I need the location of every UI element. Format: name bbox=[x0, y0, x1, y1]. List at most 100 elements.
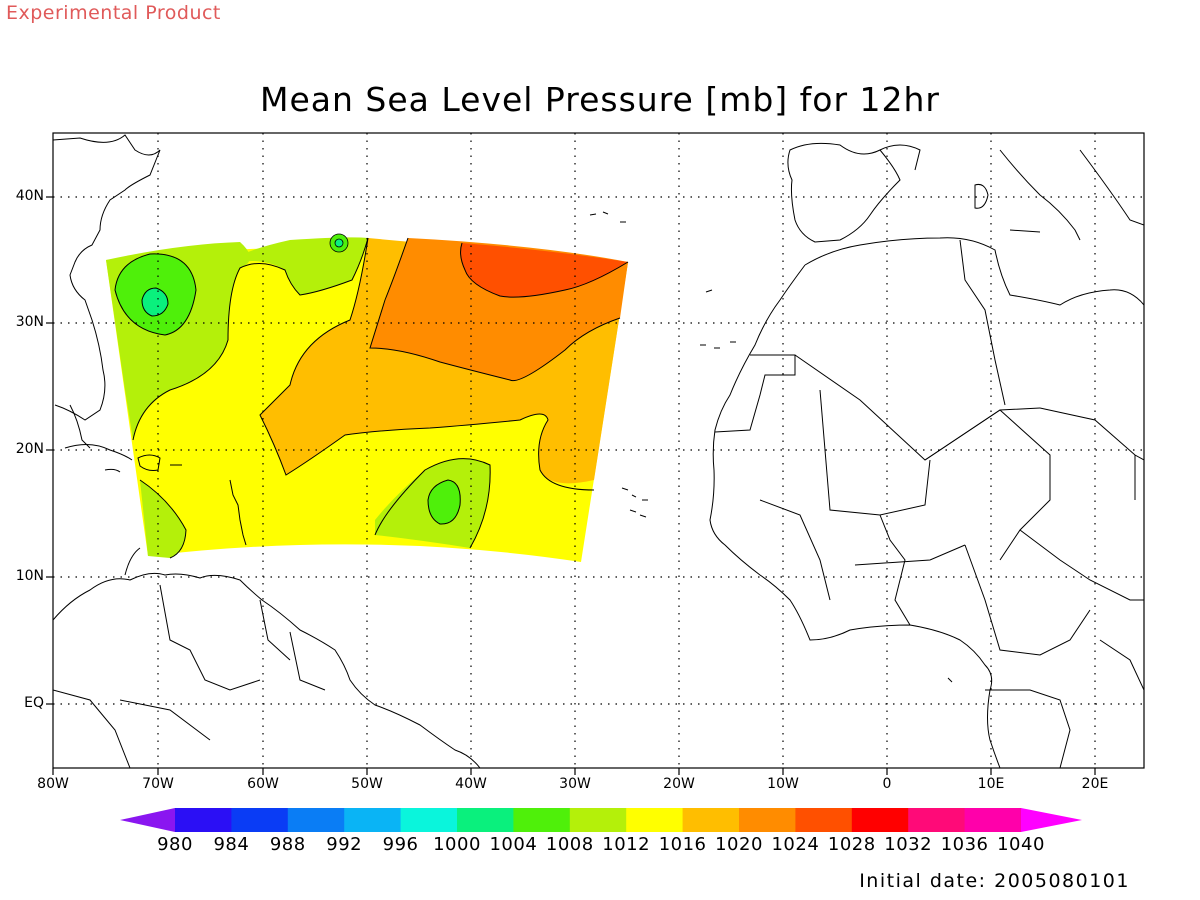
colorbar-label: 988 bbox=[269, 834, 306, 855]
lon-label-10e: 10E bbox=[977, 776, 1005, 792]
colorbar-label: 992 bbox=[326, 834, 363, 855]
border-africa-9 bbox=[1019, 529, 1144, 601]
border-sa-5 bbox=[119, 699, 211, 741]
colorbar-label: 1028 bbox=[827, 834, 876, 855]
coast-south-america bbox=[53, 572, 481, 768]
lon-label-40w: 40W bbox=[455, 776, 487, 792]
coast-sardinia bbox=[974, 184, 989, 209]
contour-1016 bbox=[259, 237, 595, 491]
colorbar-label: 980 bbox=[157, 834, 193, 855]
border-africa-5 bbox=[1039, 407, 1144, 461]
colorbar-label: 1004 bbox=[489, 834, 538, 855]
border-africa-6 bbox=[959, 239, 1006, 406]
coast-balkans bbox=[1079, 149, 1144, 226]
contour-1004-west bbox=[114, 253, 197, 336]
islands-lesser-antilles bbox=[229, 479, 247, 546]
colorbar-swatch bbox=[851, 808, 909, 832]
field-1008-1012-southwest bbox=[140, 480, 186, 558]
product-tag: Experimental Product bbox=[6, 2, 221, 24]
colorbar-swatch bbox=[739, 808, 796, 832]
border-africa-11 bbox=[964, 544, 1091, 656]
border-sa-4 bbox=[53, 689, 131, 768]
colorbar-label: 1032 bbox=[884, 834, 933, 855]
colorbar-swatch bbox=[626, 808, 684, 832]
field-1000-1004-low-core bbox=[142, 288, 168, 316]
border-africa-3 bbox=[819, 389, 931, 516]
colorbar-swatch bbox=[795, 808, 853, 832]
border-africa-8 bbox=[854, 544, 966, 566]
border-sa-1 bbox=[159, 584, 261, 691]
colorbar-swatch bbox=[287, 808, 345, 832]
colorbar-label: 1008 bbox=[545, 834, 594, 855]
contour-1020 bbox=[369, 237, 621, 382]
islands-gulf-guinea bbox=[947, 677, 953, 683]
border-africa-13 bbox=[1099, 639, 1144, 691]
coast-morocco bbox=[712, 264, 806, 471]
islands-azores bbox=[589, 211, 626, 223]
coast-north-africa bbox=[804, 237, 1144, 306]
coast-cuba bbox=[64, 444, 133, 461]
coast-france bbox=[879, 144, 921, 171]
lon-label-10w: 10W bbox=[767, 776, 799, 792]
colorbar-swatch bbox=[682, 808, 740, 832]
colorbar-swatch bbox=[569, 808, 627, 832]
colorbar-label: 984 bbox=[213, 834, 250, 855]
coast-hispaniola bbox=[137, 454, 161, 471]
colorbar-swatch bbox=[908, 808, 966, 832]
lon-label-50w: 50W bbox=[351, 776, 383, 792]
colorbar-swatch bbox=[457, 808, 514, 832]
colorbar-label: 996 bbox=[382, 834, 419, 855]
colorbar-swatch bbox=[964, 808, 1022, 832]
border-sa-3 bbox=[289, 631, 326, 691]
contour-1008-sw bbox=[139, 479, 187, 559]
lon-label-30w: 30W bbox=[559, 776, 591, 792]
colorbar-swatch bbox=[231, 808, 289, 832]
colorbar-label: 1036 bbox=[940, 834, 989, 855]
coast-italy bbox=[999, 149, 1081, 241]
lat-label-20n: 20N bbox=[15, 441, 44, 457]
lat-label-10n: 10N bbox=[15, 568, 44, 584]
colorbar-label: 1016 bbox=[658, 834, 707, 855]
colorbar-arrow-low bbox=[120, 808, 175, 832]
colorbar-arrow-high bbox=[1021, 808, 1082, 832]
contour-1024 bbox=[460, 242, 629, 298]
colorbar-label: 1024 bbox=[771, 834, 820, 855]
border-africa-12 bbox=[985, 689, 1071, 768]
lon-label-20w: 20W bbox=[663, 776, 695, 792]
border-africa-10 bbox=[759, 499, 831, 601]
colorbar-label: 1012 bbox=[602, 834, 651, 855]
colorbar-swatch bbox=[344, 808, 402, 832]
coast-north-america bbox=[53, 134, 161, 421]
field-1008-1012-north bbox=[228, 237, 368, 295]
colorbar-swatch bbox=[175, 808, 232, 832]
initial-date: Initial date: 2005080101 bbox=[859, 870, 1130, 892]
lon-label-20e: 20E bbox=[1081, 776, 1109, 792]
lat-label-40n: 40N bbox=[15, 188, 44, 204]
colorbar-swatch bbox=[400, 808, 458, 832]
coast-jamaica bbox=[104, 468, 121, 473]
coast-gulf-venezuela bbox=[124, 547, 141, 576]
contour-1004-central bbox=[427, 479, 461, 525]
islands-cape-verde bbox=[621, 487, 648, 518]
coast-florida bbox=[69, 404, 91, 449]
islands-madeira bbox=[705, 289, 713, 293]
colorbar-label: 1000 bbox=[433, 834, 481, 855]
lat-label-30n: 30N bbox=[15, 314, 44, 330]
coast-iberia bbox=[787, 142, 901, 243]
lon-label-70w: 70W bbox=[142, 776, 174, 792]
colorbar bbox=[120, 808, 1082, 832]
colorbar-label: 1020 bbox=[715, 834, 763, 855]
contour-1008-central bbox=[374, 458, 491, 549]
field-small-low-core bbox=[334, 238, 344, 248]
map-title: Mean Sea Level Pressure [mb] for 12hr bbox=[259, 80, 941, 119]
contour-1004-west-core bbox=[141, 287, 169, 317]
lon-label-0: 0 bbox=[882, 776, 892, 792]
coast-sicily bbox=[1009, 229, 1041, 233]
lon-label-60w: 60W bbox=[247, 776, 279, 792]
colorbar-swatch bbox=[513, 808, 571, 832]
colorbar-label: 1040 bbox=[997, 834, 1045, 855]
lat-label-eq: EQ bbox=[24, 695, 44, 711]
contour-1008-west bbox=[132, 237, 369, 441]
field-1004-1008-central bbox=[428, 480, 461, 525]
